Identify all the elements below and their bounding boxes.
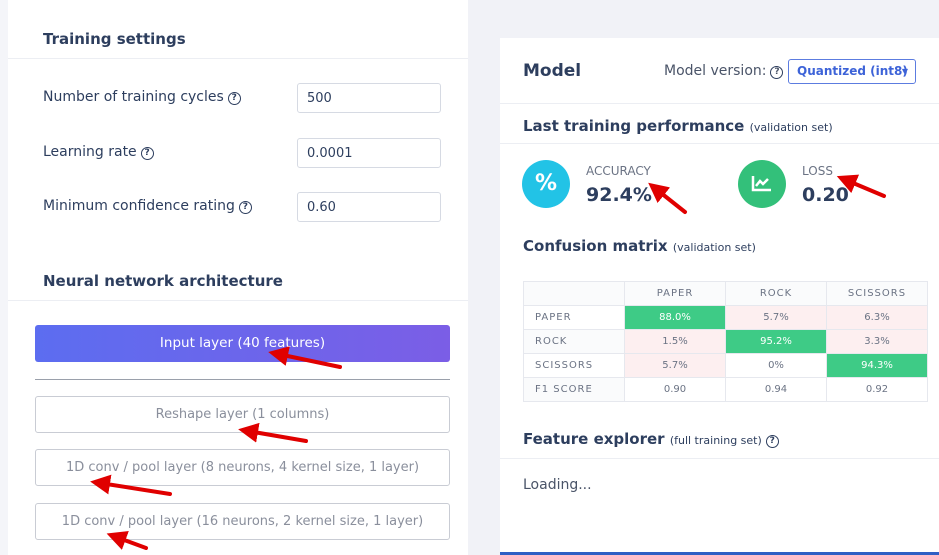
help-icon[interactable]: ? xyxy=(227,92,241,105)
version-select[interactable]: Quantized (int8) ▼ xyxy=(788,59,916,84)
label-text: Number of training cycles xyxy=(43,89,224,105)
metric-value: 92.4% xyxy=(586,184,652,206)
cell: 0.94 xyxy=(725,377,827,402)
bottom-bar xyxy=(500,552,939,555)
label-text: Minimum confidence rating xyxy=(43,198,235,214)
label-text: Learning rate xyxy=(43,144,137,160)
status-text: Loading... xyxy=(523,477,592,493)
help-icon[interactable]: ? xyxy=(765,435,779,448)
text-input[interactable]: 0.60 xyxy=(297,192,441,222)
red-arrow xyxy=(238,422,308,443)
field-label: Number of training cycles? xyxy=(43,89,241,105)
label-text: Model version: xyxy=(664,63,767,79)
help-icon[interactable]: ? xyxy=(770,66,784,79)
cell: 6.3% xyxy=(826,305,928,330)
select-text: Quantized (int8) xyxy=(797,64,908,78)
title-note: (validation set) xyxy=(749,121,833,134)
red-arrow xyxy=(106,531,148,550)
title-text: Last training performance xyxy=(523,117,745,135)
chart-icon xyxy=(751,176,771,192)
cell: 1.5% xyxy=(624,329,726,354)
text-input[interactable]: 0.0001 xyxy=(297,138,441,168)
red-arrow xyxy=(268,346,342,369)
title-text: Feature explorer xyxy=(523,430,665,448)
divider xyxy=(8,300,468,301)
accuracy-icon: % xyxy=(522,160,570,208)
field-label: Minimum confidence rating? xyxy=(43,198,252,214)
card-title: Model xyxy=(523,61,582,81)
column-header: PAPER xyxy=(624,281,726,306)
red-arrow xyxy=(648,182,687,214)
loss-icon xyxy=(738,160,786,208)
cell: 0.90 xyxy=(624,377,726,402)
version-label: Model version:? xyxy=(664,63,784,79)
separator xyxy=(35,379,450,380)
section-title: Neural network architecture xyxy=(43,272,283,290)
help-icon[interactable]: ? xyxy=(140,147,154,160)
column-header: ROCK xyxy=(725,281,827,306)
divider xyxy=(500,143,939,144)
layer-button[interactable]: 1D conv / pool layer (16 neurons, 2 kern… xyxy=(35,503,450,540)
corner-cell xyxy=(523,281,625,306)
section-title: Confusion matrix (validation set) xyxy=(523,237,756,255)
cell: 5.7% xyxy=(624,353,726,378)
column-header: SCISSORS xyxy=(826,281,928,306)
cell: 0.92 xyxy=(826,377,928,402)
metric-label: ACCURACY xyxy=(586,164,651,178)
section-title: Last training performance (validation se… xyxy=(523,117,833,135)
cell: 94.3% xyxy=(826,353,928,378)
divider xyxy=(8,58,468,59)
red-arrow xyxy=(90,474,172,496)
text-input[interactable]: 500 xyxy=(297,83,441,113)
caret: ▼ xyxy=(901,67,908,76)
model-card: Model Model version:? Quantized (int8) ▼ … xyxy=(500,38,939,555)
red-arrow xyxy=(836,174,886,198)
title-note: (full training set) xyxy=(669,434,762,447)
help-icon[interactable]: ? xyxy=(238,201,252,214)
title-note: (validation set) xyxy=(672,241,756,254)
cell: 95.2% xyxy=(725,329,827,354)
metric-label: LOSS xyxy=(802,164,833,178)
row-header: F1 SCORE xyxy=(523,377,625,402)
row-header: ROCK xyxy=(523,329,625,354)
cell: 0% xyxy=(725,353,827,378)
section-title: Training settings xyxy=(43,30,186,48)
confusion-table: PAPER ROCK SCISSORS PAPER 88.0% 5.7% 6.3% ROC… xyxy=(523,281,928,402)
field-label: Learning rate? xyxy=(43,144,154,160)
cell: 3.3% xyxy=(826,329,928,354)
divider xyxy=(500,458,939,459)
section-title: Feature explorer (full training set)? xyxy=(523,430,779,448)
divider xyxy=(500,103,939,104)
cell: 88.0% xyxy=(624,305,726,330)
title-text: Confusion matrix xyxy=(523,237,668,255)
